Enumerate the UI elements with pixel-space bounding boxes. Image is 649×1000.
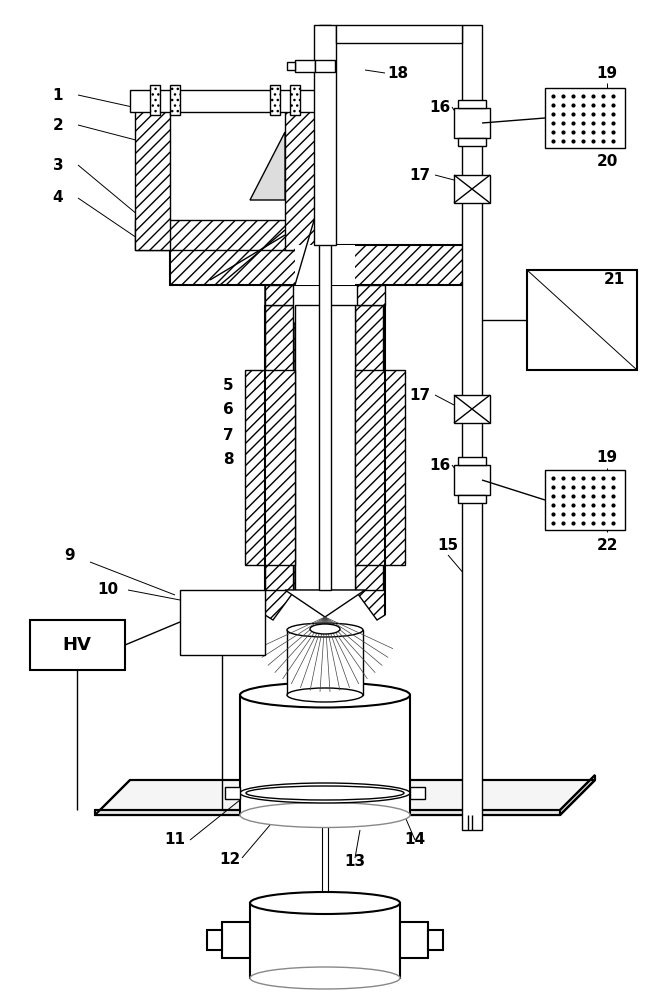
Text: 5: 5	[223, 377, 233, 392]
Bar	[454, 108, 490, 138]
Bar	[287, 62, 295, 70]
Text: 16: 16	[430, 458, 450, 473]
Bar	[545, 470, 625, 530]
Bar	[315, 60, 335, 72]
Text: 16: 16	[430, 100, 450, 114]
Text: 6: 6	[223, 402, 234, 418]
Bar	[458, 495, 486, 503]
Ellipse shape	[250, 967, 400, 989]
Ellipse shape	[240, 682, 410, 708]
Bar	[355, 370, 405, 565]
Bar	[319, 25, 331, 590]
Bar	[295, 305, 355, 590]
Ellipse shape	[287, 688, 363, 702]
Bar	[410, 787, 425, 799]
Text: 21: 21	[604, 272, 624, 288]
Ellipse shape	[240, 783, 410, 803]
Text: 7: 7	[223, 428, 233, 442]
Bar	[225, 787, 240, 799]
Polygon shape	[95, 780, 595, 815]
Bar	[180, 590, 265, 655]
Text: HV: HV	[62, 636, 92, 654]
Bar	[285, 110, 320, 250]
Bar	[250, 903, 400, 978]
Bar	[135, 220, 320, 250]
Text: 10: 10	[97, 582, 119, 597]
Bar	[95, 810, 560, 815]
Bar	[265, 305, 293, 590]
Text: 18: 18	[387, 66, 409, 81]
Polygon shape	[250, 132, 285, 200]
Bar	[400, 922, 428, 958]
Ellipse shape	[240, 802, 410, 828]
Polygon shape	[265, 265, 295, 620]
Bar	[150, 85, 160, 115]
Ellipse shape	[250, 892, 400, 914]
Bar	[355, 305, 383, 590]
Bar	[458, 138, 486, 146]
Bar	[428, 930, 443, 950]
Text: 2: 2	[53, 117, 64, 132]
Bar	[458, 100, 486, 108]
Bar	[527, 270, 637, 370]
Text: 4: 4	[53, 190, 64, 206]
Text: 17: 17	[410, 167, 430, 182]
Polygon shape	[560, 775, 595, 815]
Bar	[30, 620, 125, 670]
Bar	[287, 630, 363, 695]
Text: 22: 22	[596, 538, 618, 552]
Bar	[454, 175, 490, 203]
Text: 8: 8	[223, 452, 233, 468]
Bar	[314, 25, 336, 245]
Bar	[290, 85, 300, 115]
Text: 19: 19	[596, 66, 618, 81]
Bar	[458, 457, 486, 465]
Bar	[265, 285, 293, 305]
Ellipse shape	[310, 624, 340, 634]
Text: 9: 9	[65, 548, 75, 562]
Bar	[240, 695, 410, 815]
Bar	[454, 465, 490, 495]
Bar	[295, 245, 355, 285]
Bar	[336, 25, 462, 43]
Bar	[170, 85, 180, 115]
Bar	[270, 85, 280, 115]
Bar	[135, 110, 170, 250]
Ellipse shape	[246, 786, 404, 800]
Bar	[462, 25, 482, 830]
Text: 13: 13	[345, 854, 365, 869]
Ellipse shape	[287, 623, 363, 637]
Bar	[357, 285, 385, 305]
Bar	[222, 922, 250, 958]
Text: 11: 11	[164, 832, 186, 848]
Text: 19: 19	[596, 450, 618, 466]
Bar	[454, 395, 490, 423]
Bar	[130, 90, 325, 112]
Text: 3: 3	[53, 157, 64, 172]
Text: 17: 17	[410, 387, 430, 402]
Text: 20: 20	[596, 154, 618, 169]
Text: 14: 14	[404, 832, 426, 848]
Text: 1: 1	[53, 88, 63, 103]
Bar	[207, 930, 222, 950]
Text: 12: 12	[219, 852, 241, 867]
Text: 15: 15	[437, 538, 459, 552]
Bar	[545, 88, 625, 148]
Bar	[170, 245, 470, 285]
Bar	[245, 370, 295, 565]
Polygon shape	[285, 590, 365, 617]
Bar	[295, 60, 315, 72]
Polygon shape	[355, 265, 385, 620]
